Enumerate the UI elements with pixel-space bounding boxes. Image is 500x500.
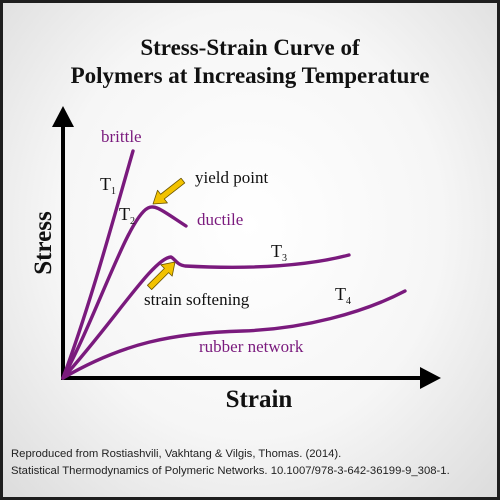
citation-line1: Reproduced from Rostiashvili, Vakhtang &… [11,448,342,460]
strain-softening-arrow-icon [147,261,176,290]
figure-title-line2: Polymers at Increasing Temperature [70,63,430,88]
curve-label-t3: T3 [271,241,287,264]
curve-t1-brittle [61,149,135,380]
rubber-network-label: rubber network [199,337,304,356]
curve-labels: T1 T2 T3 T4 brittle ductile rubber netwo… [100,127,351,356]
stress-strain-diagram: Strain Stress T1 T2 T3 T4 brittle ductil… [30,106,441,413]
y-axis-arrowhead [52,106,74,127]
curve-t2-ductile [61,205,188,380]
curve-label-t1: T1 [100,174,116,197]
curve-t4-rubber-network [61,289,407,380]
yield-point-arrow-icon [152,177,186,205]
curve-label-t4: T4 [335,284,351,307]
brittle-label: brittle [101,127,142,146]
ductile-label: ductile [197,210,243,229]
curve-t3 [61,253,351,380]
x-axis-label: Strain [226,386,293,413]
figure-title-line1: Stress-Strain Curve of [140,35,360,60]
yield-point-label: yield point [195,168,268,187]
axes [52,106,441,389]
y-axis-label: Stress [30,211,57,275]
curves [61,149,407,380]
x-axis-arrowhead [420,367,441,389]
curve-label-t2: T2 [119,204,135,227]
citation-line2: Statistical Thermodynamics of Polymeric … [11,465,450,477]
strain-softening-label: strain softening [144,290,250,309]
annotation-arrows [147,177,186,290]
